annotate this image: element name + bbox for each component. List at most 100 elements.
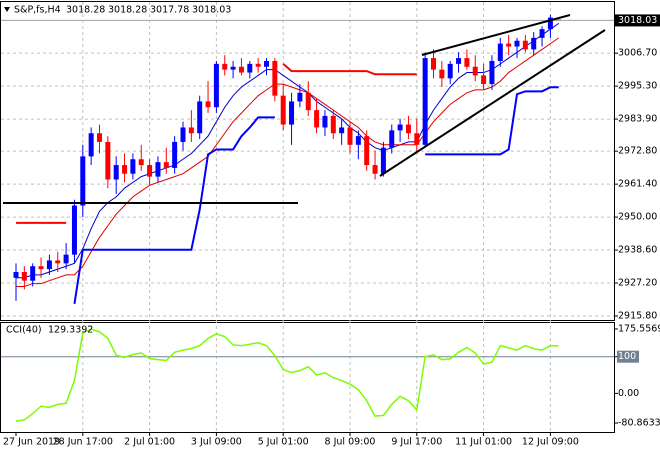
candle-body (372, 165, 378, 174)
candle-body (113, 165, 119, 180)
candle-body (481, 75, 487, 85)
candle-body (130, 159, 136, 174)
candle-body (155, 162, 161, 177)
candle-body (431, 58, 436, 70)
y-tick-label: 2983.90 (618, 114, 657, 125)
candle-body (272, 60, 278, 96)
candle-body (355, 136, 361, 145)
x-tick-label: 12 Jul 09:00 (522, 437, 579, 448)
candle-body (422, 58, 428, 145)
indicator-line (16, 22, 560, 279)
candle-body (389, 130, 395, 148)
chart-title: S&P,fs,H4 (14, 5, 61, 16)
candle-body (547, 17, 553, 30)
candle-body (280, 95, 286, 125)
candle-body (255, 63, 261, 67)
candle-body (222, 63, 228, 70)
candle-body (63, 254, 69, 264)
candle-body (439, 69, 445, 79)
candle-body (230, 66, 236, 70)
candle-body (80, 156, 86, 206)
candle-body (397, 124, 403, 131)
candle-body (247, 63, 253, 73)
candle-body (464, 58, 470, 67)
y-tick-label: 3006.70 (618, 48, 657, 59)
y-tick-label: -80.8633 (618, 418, 660, 429)
candle-body (172, 141, 178, 168)
main-panel-border (0, 1, 615, 321)
candle-body (180, 127, 186, 142)
y-tick-label: 2961.40 (618, 179, 657, 190)
candle-body (330, 115, 336, 134)
candle-body (163, 162, 169, 168)
candle-body (539, 29, 545, 38)
candle-body (122, 165, 128, 174)
indicator-line (73, 86, 559, 304)
x-tick-label: 3 Jul 09:00 (191, 437, 242, 448)
trend-line (379, 29, 606, 177)
candle-body (197, 101, 203, 134)
current-price-label: 3018.03 (618, 15, 657, 26)
candle-body (305, 92, 311, 111)
y-tick-label: 2938.60 (618, 245, 657, 256)
candle-body (264, 60, 269, 67)
candle-body (30, 266, 36, 281)
candle-body (46, 260, 52, 270)
candle-body (238, 66, 244, 73)
menu-arrow[interactable] (4, 7, 10, 12)
cci-title: CCI(40) (6, 325, 42, 336)
candle-body (147, 165, 153, 177)
candle-body (472, 66, 478, 76)
x-tick-label: 8 Jul 09:00 (325, 437, 376, 448)
candle-body (88, 133, 94, 157)
header-open: 3018.28 (66, 5, 105, 16)
y-tick-label: 2972.80 (618, 146, 657, 157)
y-tick-label: 2995.30 (618, 81, 657, 92)
current-price-box (615, 14, 660, 27)
header-close: 3018.03 (192, 5, 231, 16)
candle-body (339, 127, 345, 134)
candle-body (364, 136, 370, 166)
candle-body (205, 101, 211, 108)
candle-body (38, 266, 44, 270)
candle-body (489, 60, 495, 85)
y-tick-label: 175.5569 (618, 323, 660, 334)
candle-body (414, 133, 420, 145)
candle-body (380, 147, 386, 174)
candle-body (297, 92, 303, 102)
candle-body (322, 115, 328, 128)
candle-body (71, 205, 77, 255)
candle-body (188, 127, 194, 134)
candle-body (213, 63, 219, 108)
header-low: 3017.78 (150, 5, 189, 16)
candle-body (514, 40, 520, 47)
candle-body (289, 101, 295, 125)
candle-body (522, 40, 528, 50)
candle-body (531, 37, 537, 50)
candle-body (347, 127, 353, 145)
y-tick-label: 0.00 (618, 388, 639, 399)
candle-body (506, 43, 512, 47)
x-tick-label: 27 Jun 2019 (3, 437, 60, 448)
indicator-line (15, 328, 559, 423)
x-tick-label: 5 Jul 01:00 (258, 437, 309, 448)
candle-body (314, 110, 320, 128)
y-tick-label: 2915.80 (618, 310, 657, 321)
y-tick-label: 2927.20 (618, 277, 657, 288)
candle-body (447, 63, 453, 79)
cci-panel-border (0, 322, 615, 433)
candle-body (405, 124, 411, 134)
cci-last-value: 129.3392 (48, 325, 93, 336)
candle-body (97, 133, 102, 142)
candle-body (497, 43, 503, 61)
indicator-line (16, 63, 417, 224)
trend-line (421, 14, 571, 56)
x-tick-label: 2 Jul 01:00 (124, 437, 175, 448)
candle-body (105, 141, 111, 180)
candle-body (138, 159, 144, 166)
candle-body (456, 58, 462, 64)
header-high: 3018.28 (108, 5, 147, 16)
